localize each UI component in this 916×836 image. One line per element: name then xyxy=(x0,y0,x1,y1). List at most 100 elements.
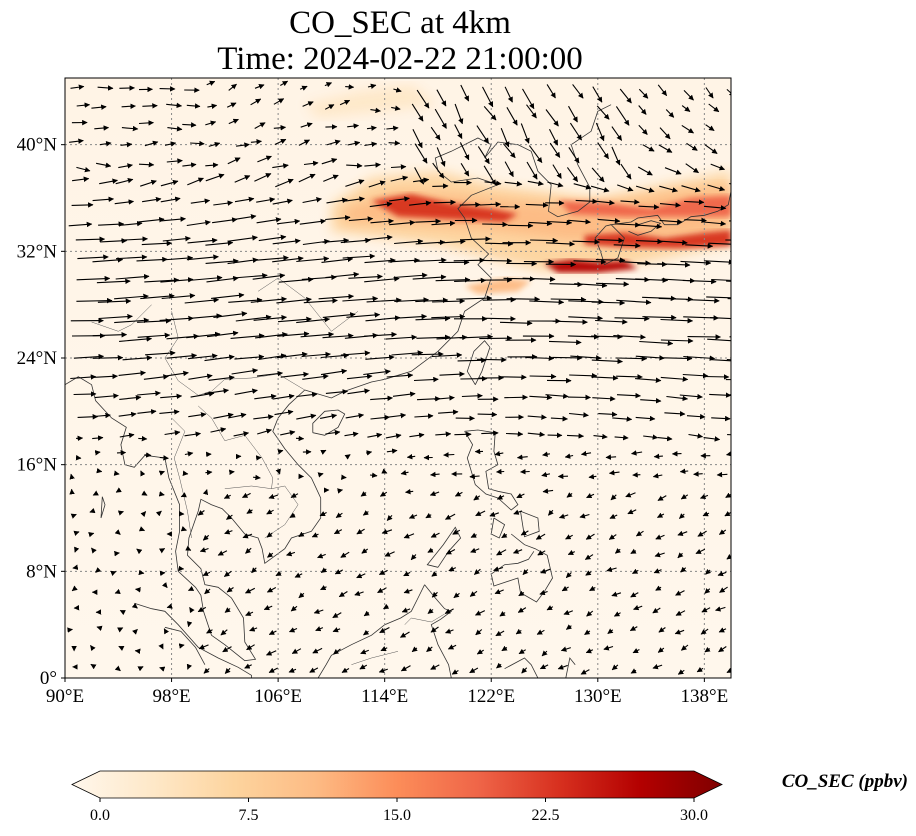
wind-arrow-668 xyxy=(258,234,287,242)
wind-arrow-757 xyxy=(234,175,251,183)
wind-arrow-778 xyxy=(707,184,726,192)
wind-arrow-928 xyxy=(705,87,714,99)
wind-arrow-333 xyxy=(144,452,152,458)
wind-arrow-384 xyxy=(614,434,629,441)
wind-arrow-642 xyxy=(342,253,376,260)
wind-arrow-451 xyxy=(92,373,118,380)
wind-arrow-703 xyxy=(370,218,394,224)
wind-arrow-780 xyxy=(76,166,91,173)
wind-arrow-693 xyxy=(138,216,165,223)
wind-arrow-361 xyxy=(92,435,104,441)
wind-arrow-878 xyxy=(250,98,262,106)
wind-arrow-261 xyxy=(547,509,554,516)
wind-arrow-852 xyxy=(347,123,360,129)
wind-arrow-157 xyxy=(223,570,232,577)
wind-arrow-603 xyxy=(144,277,180,283)
wind-arrow-316 xyxy=(430,471,440,478)
wind-arrow-14 xyxy=(378,667,388,674)
colorbar-title: CO_SEC (ppbv) xyxy=(782,771,908,792)
wind-arrow-423 xyxy=(137,390,161,397)
wind-arrow-690 xyxy=(68,221,93,228)
wind-arrow-327 xyxy=(679,468,689,474)
wind-arrow-75 xyxy=(400,631,410,638)
wind-arrow-722 xyxy=(114,199,135,205)
wind-arrow-21 xyxy=(539,664,549,670)
wind-arrow-203 xyxy=(584,554,594,560)
wind-arrow-695 xyxy=(186,220,211,227)
wind-arrow-830 xyxy=(528,145,543,164)
wind-arrow-869 xyxy=(730,124,731,125)
wind-arrow-285 xyxy=(405,488,414,495)
wind-arrow-226 xyxy=(430,532,440,538)
wind-arrow-288 xyxy=(473,494,481,501)
wind-arrow-871 xyxy=(91,104,107,110)
wind-arrow-452 xyxy=(118,370,146,376)
coastline-3 xyxy=(628,220,662,236)
wind-arrow-427 xyxy=(234,388,258,395)
wind-arrow-387 xyxy=(688,433,704,439)
wind-arrow-461 xyxy=(320,368,348,376)
wind-arrow-448 xyxy=(709,392,731,398)
wind-arrow-599 xyxy=(727,298,731,300)
wind-arrow-865 xyxy=(638,124,648,135)
wind-arrow-355 xyxy=(631,450,643,456)
wind-arrow-263 xyxy=(579,513,590,519)
wind-arrow-876 xyxy=(207,103,218,110)
wind-arrow-497 xyxy=(457,357,487,364)
wind-arrow-579 xyxy=(276,296,312,304)
wind-arrow-746 xyxy=(659,202,681,208)
wind-arrow-492 xyxy=(340,350,371,356)
wind-arrow-362 xyxy=(119,432,135,439)
wind-arrow-551 xyxy=(322,312,356,318)
wind-arrow-450 xyxy=(70,374,97,380)
wind-arrow-807 xyxy=(685,163,699,174)
wind-arrow-31 xyxy=(90,645,96,652)
wind-arrow-37 xyxy=(222,646,232,653)
wind-arrow-69 xyxy=(268,629,277,635)
wind-arrow-48 xyxy=(476,649,484,655)
wind-arrow-762 xyxy=(345,179,365,187)
wind-arrow-476 xyxy=(660,376,689,382)
wind-arrow-326 xyxy=(652,473,663,479)
wind-arrow-781 xyxy=(95,162,112,168)
wind-arrow-458 xyxy=(256,370,284,377)
wind-arrow-68 xyxy=(249,626,258,632)
wind-arrow-251 xyxy=(319,511,327,517)
wind-arrow-456 xyxy=(208,375,235,381)
wind-arrow-119 xyxy=(715,606,726,612)
wind-arrow-44 xyxy=(380,646,388,652)
wind-arrow-160 xyxy=(294,572,303,578)
wind-arrow-148 xyxy=(704,588,711,594)
wind-arrow-502 xyxy=(570,355,602,361)
wind-arrow-315 xyxy=(400,470,409,476)
wind-arrow-87 xyxy=(674,629,685,635)
wind-arrow-100 xyxy=(290,605,298,612)
y-tick-label-3: 24°N xyxy=(17,348,58,369)
colorbar-tick-label-3: 22.5 xyxy=(532,807,560,824)
wind-arrow-202 xyxy=(567,549,576,556)
wind-arrow-883 xyxy=(370,107,381,114)
wind-arrow-763 xyxy=(368,180,386,188)
wind-arrow-808 xyxy=(710,163,726,171)
wind-arrow-667 xyxy=(228,235,258,242)
wind-arrow-272 xyxy=(115,487,122,493)
wind-arrow-345 xyxy=(406,453,416,460)
wind-arrow-868 xyxy=(705,124,715,132)
wind-arrow-847 xyxy=(228,118,239,125)
wind-arrow-796 xyxy=(432,162,445,179)
plot-title-line1: CO_SEC at 4km xyxy=(289,5,511,41)
wind-arrow-73 xyxy=(363,629,370,636)
wind-arrow-490 xyxy=(301,351,331,358)
wind-arrow-790 xyxy=(303,160,319,167)
wind-arrow-545 xyxy=(189,313,222,319)
wind-arrow-752 xyxy=(115,177,134,185)
wind-arrow-877 xyxy=(226,102,237,108)
wind-arrow-159 xyxy=(275,570,282,577)
wind-arrow-447 xyxy=(679,393,703,400)
wind-arrow-593 xyxy=(591,300,626,306)
wind-arrow-228 xyxy=(470,532,477,538)
wind-arrow-563 xyxy=(595,319,628,325)
wind-arrow-562 xyxy=(568,315,603,321)
wind-arrow-627 xyxy=(682,278,717,285)
wind-arrow-303 xyxy=(140,470,146,477)
